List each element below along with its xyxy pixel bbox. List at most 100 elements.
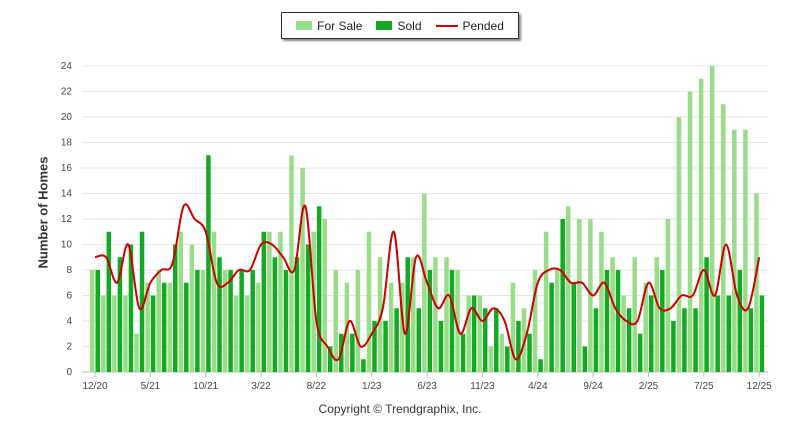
bar-sold: [150, 295, 156, 372]
bar-for-sale: [300, 168, 305, 372]
bar-for-sale: [167, 282, 172, 372]
bar-sold: [615, 270, 621, 372]
bar-sold: [383, 321, 388, 372]
x-tick-label: 12/25: [747, 381, 772, 392]
bar-sold: [128, 244, 134, 372]
bar-sold: [549, 282, 554, 372]
legend-item-for-sale[interactable]: For Sale: [296, 19, 362, 33]
bar-for-sale: [632, 257, 637, 372]
x-tick-label: 9/24: [583, 381, 603, 392]
bar-sold: [228, 270, 233, 372]
y-tick-label: 16: [61, 163, 73, 174]
bar-for-sale: [654, 257, 660, 372]
bar-sold: [316, 206, 322, 372]
bar-for-sale: [355, 270, 361, 372]
bar-sold: [626, 308, 632, 372]
y-tick-label: 12: [61, 214, 73, 225]
x-tick-label: 6/23: [417, 381, 437, 392]
bar-sold: [637, 333, 643, 372]
bar-sold: [527, 333, 532, 372]
bar-sold: [649, 295, 654, 372]
bar-sold: [427, 270, 433, 372]
y-tick-label: 2: [66, 342, 72, 353]
bar-sold: [693, 308, 698, 372]
bar-sold: [117, 257, 123, 372]
y-tick-label: 10: [61, 240, 73, 251]
bar-for-sale: [698, 78, 704, 372]
bar-sold: [593, 308, 599, 372]
bar-sold: [372, 321, 377, 372]
bar-for-sale: [278, 231, 283, 372]
bar-sold: [682, 308, 687, 372]
bar-for-sale: [687, 91, 693, 372]
bar-sold: [95, 270, 100, 372]
bar-for-sale: [455, 270, 460, 372]
bar-sold: [261, 231, 267, 372]
bar-for-sale: [222, 270, 228, 372]
y-tick-label: 22: [61, 87, 73, 98]
x-tick-label: 7/25: [694, 381, 714, 392]
bar-for-sale: [477, 295, 482, 372]
y-tick-label: 18: [61, 138, 73, 149]
bar-for-sale: [743, 129, 748, 372]
bar-for-sale: [754, 193, 759, 372]
y-tick-label: 24: [61, 61, 73, 72]
bar-for-sale: [322, 219, 327, 372]
bar-for-sale: [289, 155, 294, 372]
bar-for-sale: [610, 257, 615, 372]
bar-for-sale: [189, 244, 195, 372]
bar-for-sale: [244, 295, 250, 372]
bar-for-sale: [499, 333, 505, 372]
bar-sold: [604, 270, 610, 372]
bar-for-sale: [200, 270, 206, 372]
bar-for-sale: [732, 129, 737, 372]
y-tick-label: 0: [66, 367, 72, 378]
bar-sold: [660, 270, 665, 372]
bar-sold: [560, 219, 565, 372]
bar-sold: [582, 346, 588, 372]
copyright: Copyright © Trendgraphix, Inc.: [318, 402, 482, 416]
bar-sold: [438, 321, 444, 372]
chart-legend: For Sale Sold Pended: [281, 12, 519, 39]
legend-item-pended[interactable]: Pended: [435, 18, 504, 33]
bar-sold: [206, 155, 211, 372]
bar-sold: [327, 346, 333, 372]
bar-sold: [106, 231, 112, 372]
bar-sold: [394, 308, 399, 372]
bar-sold: [494, 308, 499, 372]
y-tick-label: 8: [66, 265, 72, 276]
bar-sold: [748, 308, 754, 372]
bar-for-sale: [532, 270, 538, 372]
bar-sold: [361, 359, 366, 372]
bar-for-sale: [411, 257, 416, 372]
bar-sold: [272, 257, 278, 372]
y-tick-label: 14: [61, 189, 73, 200]
bar-for-sale: [156, 270, 161, 372]
legend-label-pended: Pended: [462, 18, 504, 33]
legend-item-sold[interactable]: Sold: [376, 18, 422, 33]
bar-sold: [350, 333, 355, 372]
y-axis-label: Number of Homes: [35, 156, 51, 269]
bar-for-sale: [366, 231, 372, 372]
legend-label-for-sale: For Sale: [317, 18, 363, 33]
bar-for-sale: [256, 282, 261, 372]
bar-for-sale: [422, 193, 427, 372]
bar-for-sale: [134, 333, 139, 372]
bar-sold: [737, 270, 743, 372]
bar-for-sale: [233, 295, 239, 372]
bar-for-sale: [510, 282, 516, 372]
bar-sold: [405, 257, 410, 372]
bar-sold: [715, 295, 720, 372]
bar-sold: [449, 270, 455, 372]
bar-sold: [195, 270, 200, 372]
bar-sold: [294, 257, 300, 372]
bar-for-sale: [621, 295, 626, 372]
bar-for-sale: [388, 282, 394, 372]
bar-for-sale: [577, 219, 582, 372]
y-tick-label: 4: [66, 316, 72, 327]
x-tick-label: 3/22: [251, 381, 271, 392]
legend-label-sold: Sold: [397, 18, 422, 33]
bar-sold: [471, 295, 477, 372]
bar-for-sale: [178, 231, 184, 372]
